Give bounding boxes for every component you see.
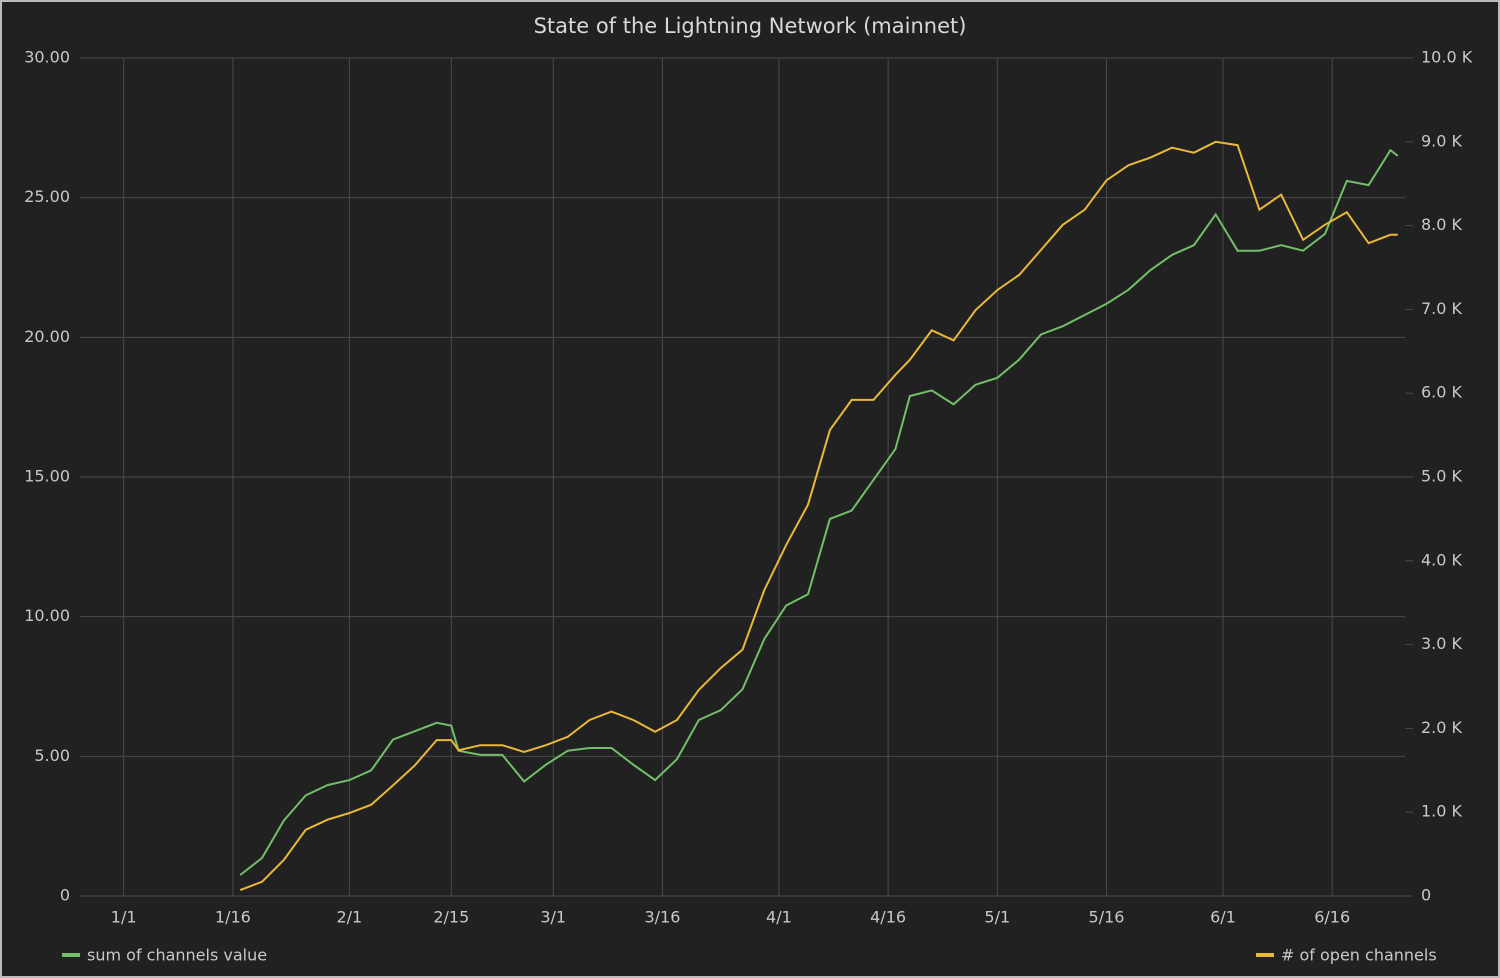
x-tick-label: 5/1 [984,908,1010,927]
y2-tick-label: 1.0 K [1421,802,1463,821]
series-line [239,148,1399,876]
y2-tick-label: 8.0 K [1421,215,1463,234]
y-tick-label: 5.00 [34,746,70,765]
y-tick-label: 30.00 [24,48,70,67]
x-tick-label: 3/16 [644,908,680,927]
y2-tick-label: 0 [1421,886,1431,905]
y2-tick-label: 6.0 K [1421,383,1463,402]
legend-label[interactable]: sum of channels value [87,946,267,965]
y-tick-label: 15.00 [24,467,70,486]
legend-swatch [1256,953,1274,957]
x-tick-label: 1/16 [215,908,251,927]
y2-tick-label: 4.0 K [1421,550,1463,569]
y-tick-label: 25.00 [24,187,70,206]
y-tick-label: 0 [60,886,70,905]
x-tick-label: 2/15 [433,908,469,927]
x-tick-label: 3/1 [540,908,566,927]
y2-tick-label: 9.0 K [1421,131,1463,150]
legend-label[interactable]: # of open channels [1281,946,1437,965]
y-tick-label: 20.00 [24,327,70,346]
x-tick-label: 6/16 [1314,908,1350,927]
y2-tick-label: 3.0 K [1421,634,1463,653]
y2-tick-label: 10.0 K [1421,48,1473,67]
x-tick-label: 6/1 [1210,908,1236,927]
x-tick-label: 4/1 [766,908,792,927]
y2-tick-label: 7.0 K [1421,299,1463,318]
y2-tick-label: 5.0 K [1421,467,1463,486]
chart-title: State of the Lightning Network (mainnet) [534,14,967,38]
y2-tick-label: 2.0 K [1421,718,1463,737]
x-tick-label: 2/1 [336,908,362,927]
series-line [239,140,1398,892]
x-tick-label: 4/16 [870,908,906,927]
x-tick-label: 5/16 [1089,908,1125,927]
y-tick-label: 10.00 [24,606,70,625]
x-tick-label: 1/1 [111,908,137,927]
legend-swatch [62,953,80,957]
